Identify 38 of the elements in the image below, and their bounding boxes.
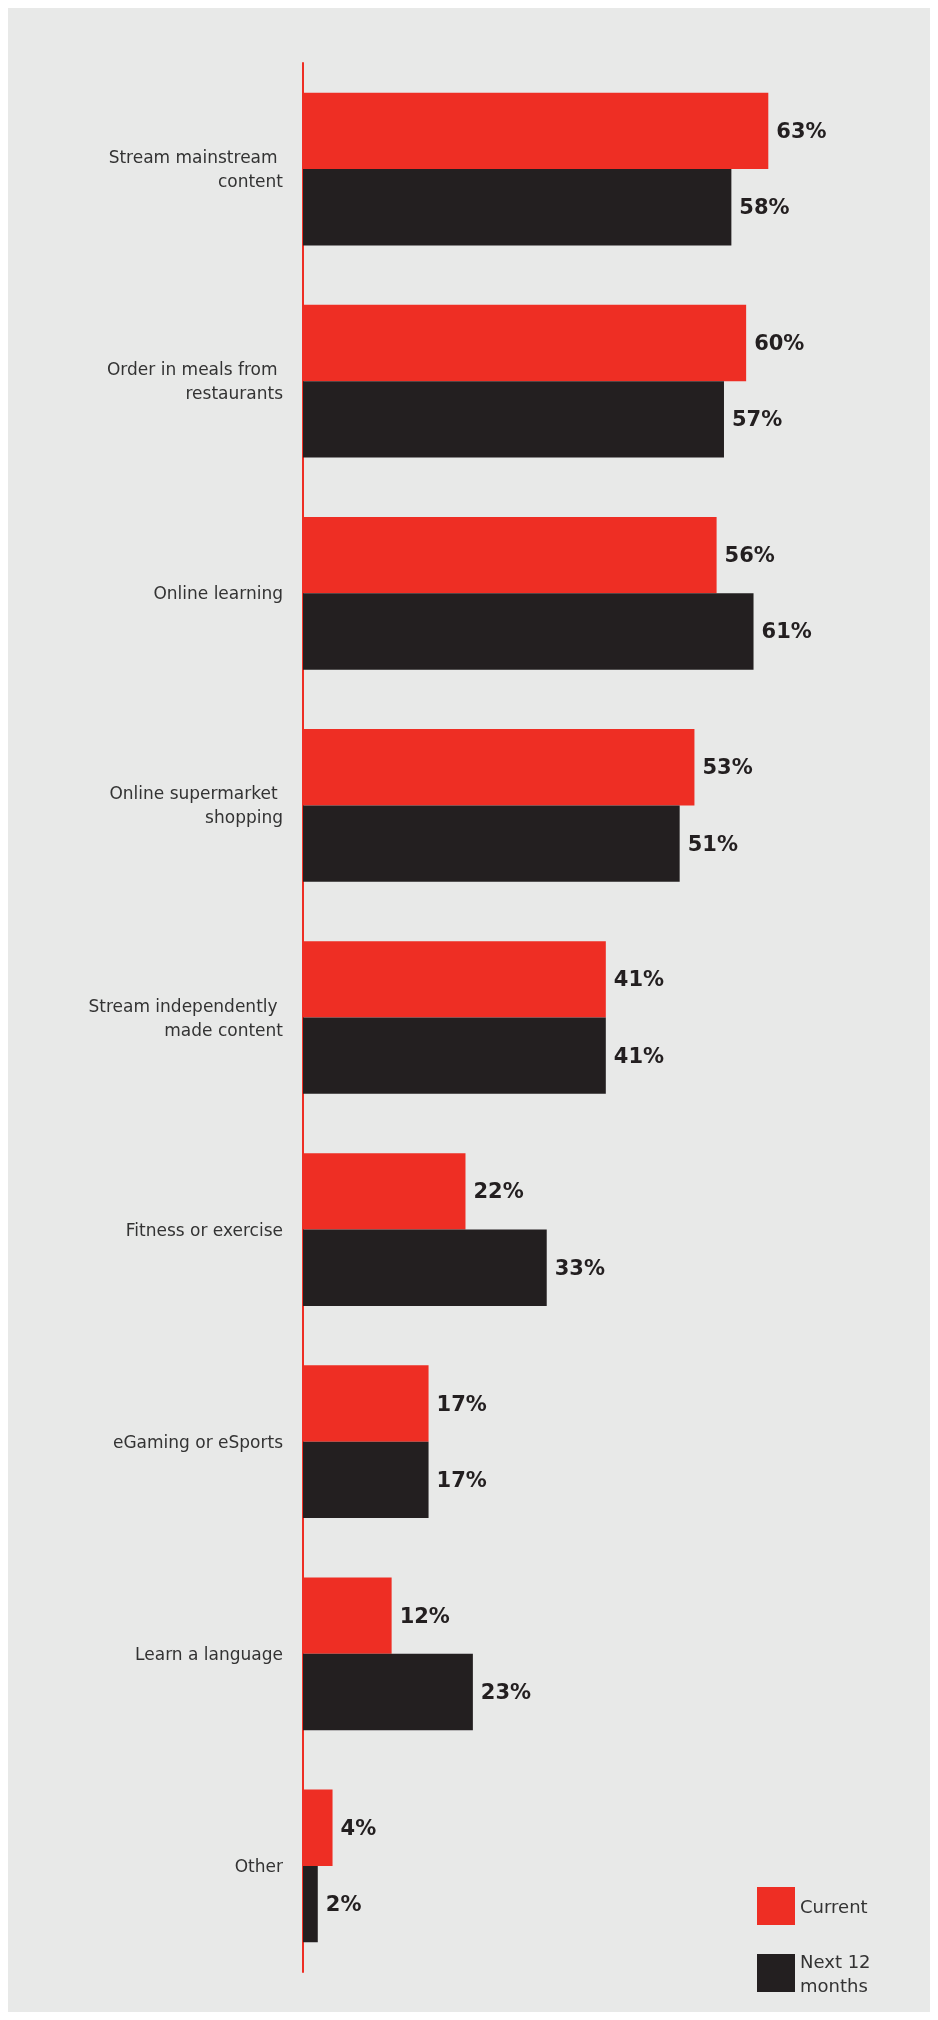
- bar: [303, 1017, 606, 1094]
- legend-label: Next 12 months: [800, 1950, 877, 1996]
- data-label: 56%: [724, 543, 775, 568]
- data-label: 58%: [739, 195, 790, 220]
- y-tick-label: Learn a language: [135, 1643, 283, 1664]
- bar: [303, 381, 724, 458]
- data-label: 51%: [687, 831, 738, 856]
- y-tick-label: Online supermarket shopping: [109, 783, 283, 828]
- data-label: 17%: [436, 1391, 487, 1416]
- y-tick-label: Stream independently made content: [88, 995, 284, 1040]
- data-label: 12%: [399, 1603, 450, 1628]
- bar: [303, 1441, 429, 1519]
- data-label: 61%: [761, 619, 812, 644]
- y-tick-label: Other: [234, 1855, 283, 1876]
- bar: [303, 1229, 547, 1306]
- data-label: 22%: [473, 1179, 524, 1204]
- y-tick-label: Online learning: [153, 583, 283, 604]
- data-label: 23%: [480, 1680, 532, 1705]
- data-label: 53%: [702, 755, 753, 780]
- legend-label: Current: [800, 1895, 868, 1917]
- y-tick-label: Order in meals from restaurants: [106, 359, 284, 404]
- data-label: 2%: [325, 1892, 362, 1917]
- data-label: 4%: [340, 1815, 377, 1840]
- data-label: 33%: [554, 1255, 605, 1280]
- data-label: 41%: [613, 1043, 665, 1068]
- data-label: 57%: [731, 407, 783, 432]
- data-label: 41%: [613, 967, 665, 992]
- bar: [303, 1865, 318, 1943]
- data-label: 63%: [776, 118, 827, 143]
- bar: [303, 593, 754, 670]
- data-label: 60%: [754, 330, 805, 355]
- y-tick-label: eGaming or eSports: [112, 1431, 284, 1452]
- bar: [303, 805, 680, 882]
- bar: [303, 169, 732, 246]
- data-label: 17%: [436, 1467, 487, 1492]
- y-tick-label: Fitness or exercise: [125, 1219, 283, 1240]
- bar: [303, 1653, 473, 1731]
- y-tick-label: Stream mainstream content: [108, 147, 284, 192]
